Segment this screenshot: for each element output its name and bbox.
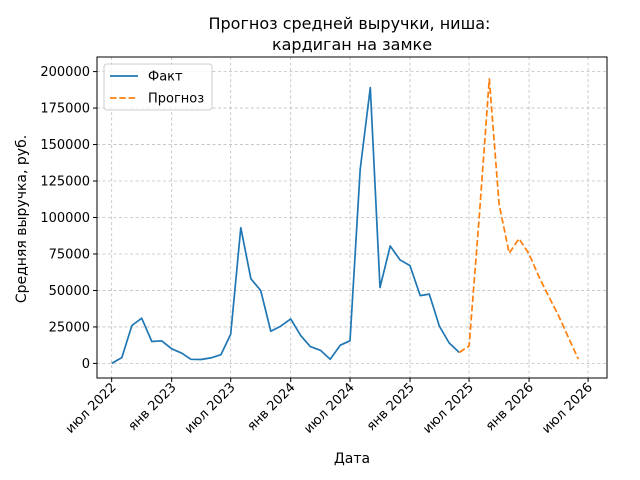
y-tick-label: 150000 [40, 138, 90, 153]
y-axis-label: Средняя выручка, руб. [14, 135, 30, 303]
x-axis-label: Дата [334, 451, 370, 467]
y-tick-label: 75000 [49, 247, 90, 262]
y-tick-label: 175000 [40, 102, 90, 117]
legend-label: Факт [148, 70, 183, 85]
legend-label: Прогноз [148, 92, 204, 107]
series-line-forecast [458, 78, 580, 360]
y-tick-label: 25000 [49, 320, 90, 335]
y-tick-label: 50000 [49, 284, 90, 299]
chart-title-line-1: Прогноз средней выручки, ниша: [208, 14, 490, 33]
series-lines [111, 78, 580, 365]
legend: Факт Прогноз [103, 63, 213, 111]
series-line-actual [111, 86, 460, 365]
y-tick-label: 200000 [40, 65, 90, 80]
y-tick-label: 125000 [40, 175, 90, 190]
y-tick-label: 0 [82, 357, 90, 372]
chart-title-line-2: кардиган на замке [272, 35, 432, 54]
y-tick-label: 100000 [40, 211, 90, 226]
chart-title: Прогноз средней выручки, ниша: кардиган … [208, 14, 495, 54]
